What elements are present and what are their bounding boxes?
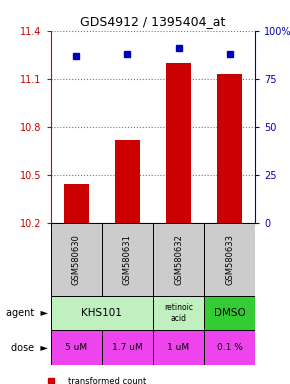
Text: GSM580633: GSM580633 xyxy=(225,234,234,285)
Text: 5 uM: 5 uM xyxy=(65,343,87,352)
Bar xyxy=(51,223,102,296)
Text: GSM580630: GSM580630 xyxy=(72,234,81,285)
Text: GSM580631: GSM580631 xyxy=(123,234,132,285)
Bar xyxy=(102,223,153,296)
Bar xyxy=(51,296,153,330)
Text: 1.7 uM: 1.7 uM xyxy=(112,343,143,352)
Bar xyxy=(115,139,140,223)
Text: 1 uM: 1 uM xyxy=(167,343,190,352)
Text: transformed count: transformed count xyxy=(68,377,146,384)
Bar xyxy=(102,330,153,365)
Text: KHS101: KHS101 xyxy=(81,308,122,318)
Bar xyxy=(166,63,191,223)
Bar xyxy=(64,184,89,223)
Bar xyxy=(204,330,255,365)
Text: 0.1 %: 0.1 % xyxy=(217,343,242,352)
Bar xyxy=(204,296,255,330)
Text: retinoic
acid: retinoic acid xyxy=(164,303,193,323)
Bar xyxy=(204,223,255,296)
Bar xyxy=(153,223,204,296)
Text: dose  ►: dose ► xyxy=(11,343,48,353)
Bar xyxy=(51,330,102,365)
Bar xyxy=(153,296,204,330)
Bar xyxy=(217,74,242,223)
Title: GDS4912 / 1395404_at: GDS4912 / 1395404_at xyxy=(80,15,226,28)
Text: GSM580632: GSM580632 xyxy=(174,234,183,285)
Bar xyxy=(153,330,204,365)
Text: agent  ►: agent ► xyxy=(6,308,48,318)
Text: DMSO: DMSO xyxy=(214,308,246,318)
